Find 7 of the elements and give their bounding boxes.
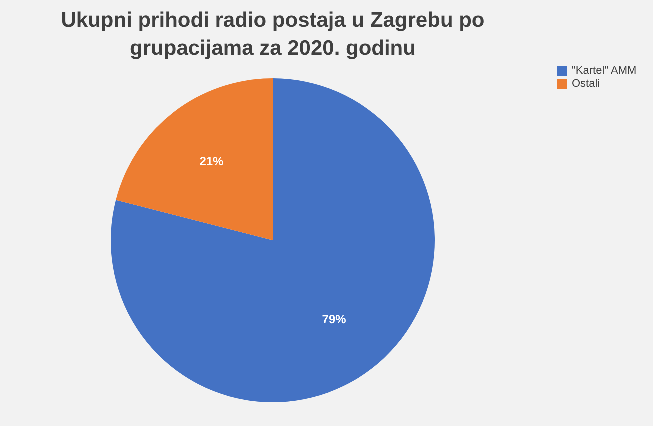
data-label: 79% [322,312,347,327]
data-label: 21% [200,154,224,168]
legend-label: Ostali [572,78,600,90]
pie-slice [116,78,273,240]
chart-title: Ukupni prihodi radio postaja u Zagrebu po grupacijama za 2020. godinu [61,9,485,60]
pie-slice [111,78,435,402]
legend-label: "Kartel" AMM [572,65,637,77]
